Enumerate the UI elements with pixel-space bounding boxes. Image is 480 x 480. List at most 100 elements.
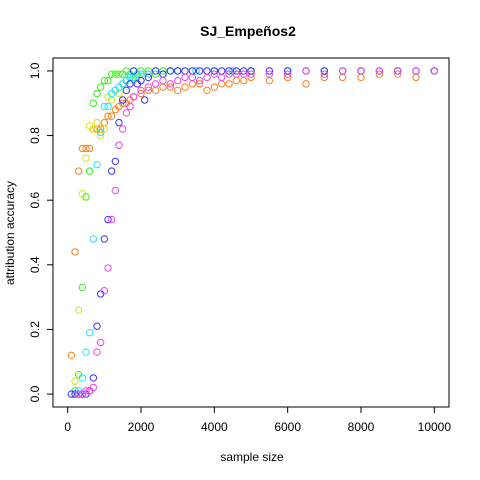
data-point — [115, 118, 123, 127]
data-point — [100, 118, 109, 127]
data-point — [107, 215, 116, 224]
data-point — [137, 76, 145, 85]
data-point — [89, 99, 98, 107]
x-tick-label-1: 2000 — [128, 420, 155, 434]
data-point — [111, 186, 120, 195]
data-point — [265, 70, 274, 78]
data-point — [96, 83, 105, 91]
data-point — [122, 109, 131, 117]
data-point — [247, 70, 255, 78]
data-point — [129, 67, 138, 75]
data-point — [173, 76, 182, 85]
y-axis: 0.0 0.2 0.4 0.6 0.8 1.0 — [28, 62, 54, 402]
data-point — [100, 102, 109, 111]
data-point — [283, 70, 292, 78]
data-point — [217, 80, 226, 88]
data-point — [232, 70, 241, 78]
data-point — [412, 67, 420, 75]
y-tick-label-0: 0.0 — [28, 385, 42, 402]
data-point — [430, 67, 439, 75]
x-tick-label-5: 10000 — [418, 420, 452, 434]
data-point — [151, 80, 160, 88]
plot-area — [52, 57, 450, 408]
data-point — [283, 67, 292, 75]
data-point — [195, 76, 204, 85]
data-point — [338, 67, 347, 75]
data-point — [181, 67, 189, 75]
y-tick-label-5: 1.0 — [28, 62, 42, 79]
data-point — [225, 80, 233, 88]
data-point — [129, 93, 138, 101]
data-point — [71, 390, 79, 398]
data-point — [137, 89, 145, 98]
series-2 — [71, 67, 439, 395]
data-point — [100, 235, 109, 243]
x-axis-label: sample size — [220, 450, 284, 464]
y-tick-label-2: 0.4 — [28, 256, 42, 273]
data-point — [82, 348, 90, 356]
chart-title: SJ_Empeños2 — [200, 23, 296, 39]
x-tick-label-0: 0 — [64, 420, 71, 434]
x-ticks: 0 2000 4000 6000 8000 10000 — [64, 407, 451, 434]
data-point — [412, 73, 420, 82]
data-point — [203, 86, 211, 95]
data-point — [85, 144, 94, 153]
data-point — [96, 131, 105, 140]
data-point — [144, 86, 153, 95]
data-point — [93, 348, 101, 356]
data-point — [151, 67, 160, 75]
data-point — [100, 76, 109, 85]
data-point — [137, 86, 145, 95]
data-point — [82, 154, 90, 162]
data-point — [104, 112, 112, 120]
data-point — [96, 128, 105, 137]
data-point — [225, 67, 233, 75]
data-point — [210, 67, 219, 75]
data-point — [93, 322, 101, 330]
data-point — [93, 118, 101, 127]
series-3 — [71, 67, 439, 398]
data-point — [115, 70, 123, 78]
data-point — [85, 167, 94, 175]
y-tick-label-4: 0.8 — [28, 127, 42, 144]
data-point — [302, 80, 310, 88]
data-point — [115, 141, 123, 149]
data-point — [320, 67, 329, 75]
data-point — [338, 73, 347, 82]
data-point — [67, 351, 76, 359]
data-point — [166, 83, 175, 91]
data-point — [393, 70, 402, 78]
data-point — [71, 377, 79, 385]
data-point — [320, 70, 329, 78]
data-point — [93, 89, 101, 98]
data-point — [302, 67, 310, 75]
data-point — [166, 67, 175, 75]
data-point — [104, 215, 112, 224]
data-point — [118, 96, 127, 104]
data-point — [74, 306, 83, 314]
data-point — [173, 86, 182, 95]
data-point — [140, 96, 149, 104]
data-point — [159, 67, 167, 75]
data-points — [67, 67, 439, 398]
data-point — [375, 67, 384, 75]
data-point — [225, 70, 233, 78]
data-point — [181, 83, 189, 91]
data-point — [232, 76, 241, 85]
data-point — [166, 80, 175, 88]
data-point — [74, 167, 83, 175]
y-axis-label: attribution accuracy — [3, 181, 17, 285]
data-point — [107, 70, 116, 78]
data-point — [232, 67, 241, 75]
data-point — [357, 73, 365, 82]
x-tick-label-2: 4000 — [201, 420, 228, 434]
data-point — [107, 112, 116, 120]
data-point — [107, 167, 116, 175]
data-point — [195, 80, 204, 88]
data-point — [203, 73, 211, 82]
data-point — [247, 67, 255, 75]
data-point — [82, 144, 90, 153]
data-point — [265, 67, 274, 75]
data-point — [210, 83, 219, 91]
